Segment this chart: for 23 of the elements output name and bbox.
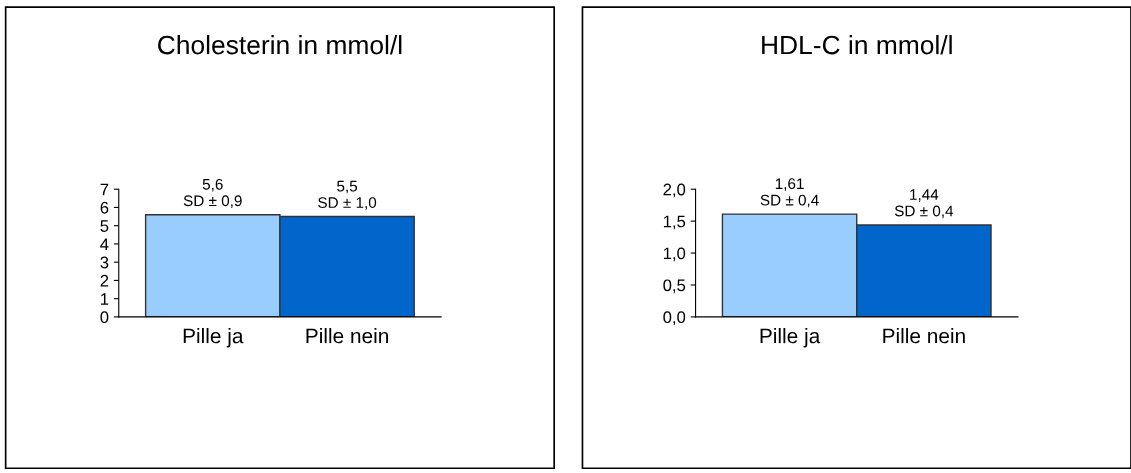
- data-label: 5,6 SD ± 0,9: [183, 178, 242, 208]
- y-tick-label: 2,0: [663, 183, 686, 198]
- chart-title: HDL-C in mmol/l: [762, 35, 952, 55]
- y-tick-label: 2: [100, 274, 109, 287]
- y-tick-label: 3: [100, 256, 109, 269]
- y-tick-label: 1,5: [663, 215, 686, 230]
- y-tick-label: 4: [100, 238, 109, 250]
- y-tick-label: 0: [100, 311, 109, 324]
- x-tick-label: Pille ja: [760, 328, 821, 348]
- x-tick-label: Pille nein: [306, 328, 388, 344]
- y-tick-label: 1,0: [663, 247, 686, 262]
- y-tick-label: 1: [101, 293, 109, 305]
- x-tick-label: Pille ja: [183, 328, 244, 348]
- chart-title: Cholesterin in mmol/l: [158, 35, 402, 55]
- x-tick-label: Pille nein: [883, 328, 965, 344]
- y-tick-label: 0,0: [663, 311, 686, 326]
- data-label: 5,5 SD ± 1,0: [318, 180, 377, 210]
- data-label: 1,44 SD ± 0,4: [894, 189, 954, 219]
- data-label: 1,61 SD ± 0,4: [760, 178, 819, 208]
- y-tick-label: 7: [100, 183, 109, 196]
- y-tick-label: 0,5: [663, 279, 686, 294]
- y-tick-label: 5: [100, 220, 109, 232]
- y-tick-label: 6: [100, 201, 109, 214]
